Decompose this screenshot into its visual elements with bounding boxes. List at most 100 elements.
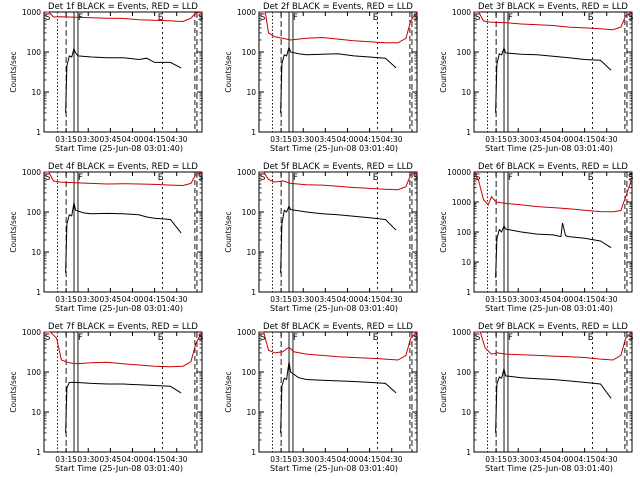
marker-label-e: E — [158, 333, 163, 343]
series-lld-line — [259, 171, 418, 191]
marker-label-e: E — [588, 173, 593, 183]
x-tick-label: 04:00 — [552, 455, 574, 464]
y-tick-label: 1000 — [237, 8, 256, 17]
y-axis-label: Counts/sec — [439, 371, 448, 412]
x-tick-label: 04:30 — [166, 455, 188, 464]
marker-label-s: S — [45, 333, 50, 343]
x-tick-label: 03:45 — [315, 135, 337, 144]
x-tick-label: 04:15 — [144, 135, 166, 144]
series-events-line — [280, 361, 397, 433]
x-tick-label: 03:30 — [292, 295, 314, 304]
series-lld-line — [259, 331, 418, 361]
x-axis-label: Start Time (25-Jun-08 03:01:40) — [270, 464, 398, 473]
y-tick-label: 1 — [466, 128, 471, 137]
y-tick-label: 100 — [27, 48, 42, 57]
x-tick-label: 04:15 — [144, 455, 166, 464]
y-tick-label: 1000 — [22, 328, 41, 337]
y-tick-label: 10 — [461, 88, 471, 97]
x-tick-label: 04:30 — [166, 135, 188, 144]
subplot-det-9: Det 9f BLACK = Events, RED = LLD 1 10 100 10… — [439, 322, 633, 473]
marker-label-s: S — [260, 13, 265, 23]
marker-label-f: F — [293, 333, 298, 343]
series-lld-line — [44, 11, 203, 23]
subplot-det-8: Det 8f BLACK = Events, RED = LLD 1 10 100 10… — [224, 322, 418, 473]
x-tick-label: 03:45 — [530, 295, 552, 304]
y-tick-label: 1000 — [237, 168, 256, 177]
y-axis-label: Counts/sec — [224, 371, 233, 412]
x-tick-label: 03:30 — [77, 455, 99, 464]
plot-frame — [258, 11, 418, 133]
series-events-line — [280, 204, 397, 273]
marker-label-s: S — [628, 173, 633, 183]
y-tick-label: 100 — [27, 208, 42, 217]
x-tick-label: 04:30 — [381, 455, 403, 464]
x-tick-label: 04:00 — [552, 135, 574, 144]
marker-label-s: S — [260, 173, 265, 183]
x-tick-label: 04:00 — [337, 135, 359, 144]
x-tick-label: 04:15 — [359, 135, 381, 144]
subplot-det-3: Det 3f BLACK = Events, RED = LLD 1 10 100 10… — [439, 2, 633, 153]
marker-label-f: F — [508, 333, 513, 343]
y-tick-label: 1000 — [237, 328, 256, 337]
x-axis-label: Start Time (25-Jun-08 03:01:40) — [55, 304, 183, 313]
series-lld-line — [44, 171, 203, 187]
x-tick-label: 04:15 — [574, 295, 596, 304]
y-tick-label: 1 — [251, 288, 256, 297]
x-tick-label: 03:15 — [55, 455, 77, 464]
series-lld-line — [259, 11, 418, 44]
marker-label-s: S — [628, 333, 633, 343]
y-axis-label: Counts/sec — [9, 371, 18, 412]
x-tick-label: 03:15 — [270, 455, 292, 464]
subplot-title: Det 8f BLACK = Events, RED = LLD — [263, 322, 413, 332]
marker-label-s: S — [413, 173, 418, 183]
x-axis-label: Start Time (25-Jun-08 03:01:40) — [485, 144, 613, 153]
x-tick-label: 04:30 — [596, 455, 618, 464]
y-tick-label: 10 — [461, 408, 471, 417]
x-axis-label: Start Time (25-Jun-08 03:01:40) — [270, 144, 398, 153]
y-tick-label: 10 — [246, 88, 256, 97]
x-tick-label: 04:00 — [337, 455, 359, 464]
marker-label-s: S — [45, 13, 50, 23]
series-events-line — [495, 46, 612, 113]
plot-frame — [43, 11, 203, 133]
series-lld-line — [44, 331, 203, 368]
x-tick-label: 04:30 — [166, 295, 188, 304]
x-tick-label: 03:45 — [530, 455, 552, 464]
marker-label-f: F — [508, 173, 513, 183]
x-tick-label: 04:30 — [381, 135, 403, 144]
y-tick-label: 1000 — [452, 198, 471, 207]
y-axis-label: Counts/sec — [9, 211, 18, 252]
y-axis-label: Counts/sec — [439, 211, 448, 252]
y-tick-label: 10 — [31, 88, 41, 97]
subplot-title: Det 9f BLACK = Events, RED = LLD — [478, 322, 628, 332]
plot-frame — [43, 331, 203, 453]
y-tick-label: 1000 — [22, 168, 41, 177]
plot-frame — [258, 171, 418, 293]
subplot-det-5: Det 5f BLACK = Events, RED = LLD 1 10 100 10… — [224, 162, 418, 313]
y-tick-label: 1000 — [452, 328, 471, 337]
marker-label-e: E — [588, 333, 593, 343]
marker-label-s: S — [413, 333, 418, 343]
x-tick-label: 04:15 — [359, 455, 381, 464]
y-tick-label: 100 — [457, 368, 472, 377]
x-tick-label: 04:15 — [359, 295, 381, 304]
series-events-line — [65, 202, 182, 273]
marker-label-s: S — [45, 173, 50, 183]
y-tick-label: 100 — [457, 228, 472, 237]
x-tick-label: 04:00 — [552, 295, 574, 304]
marker-label-s: S — [198, 13, 203, 23]
y-tick-label: 10 — [31, 248, 41, 257]
x-tick-label: 04:30 — [596, 295, 618, 304]
marker-label-s: S — [413, 13, 418, 23]
series-lld-line — [474, 331, 633, 361]
marker-label-e: E — [588, 13, 593, 23]
marker-label-e: E — [158, 173, 163, 183]
subplot-title: Det 1f BLACK = Events, RED = LLD — [48, 2, 198, 12]
marker-label-s: S — [475, 173, 480, 183]
y-tick-label: 1 — [36, 288, 41, 297]
x-tick-label: 03:30 — [292, 455, 314, 464]
subplot-title: Det 4f BLACK = Events, RED = LLD — [48, 162, 198, 172]
subplot-title: Det 3f BLACK = Events, RED = LLD — [478, 2, 628, 12]
marker-label-s: S — [628, 13, 633, 23]
